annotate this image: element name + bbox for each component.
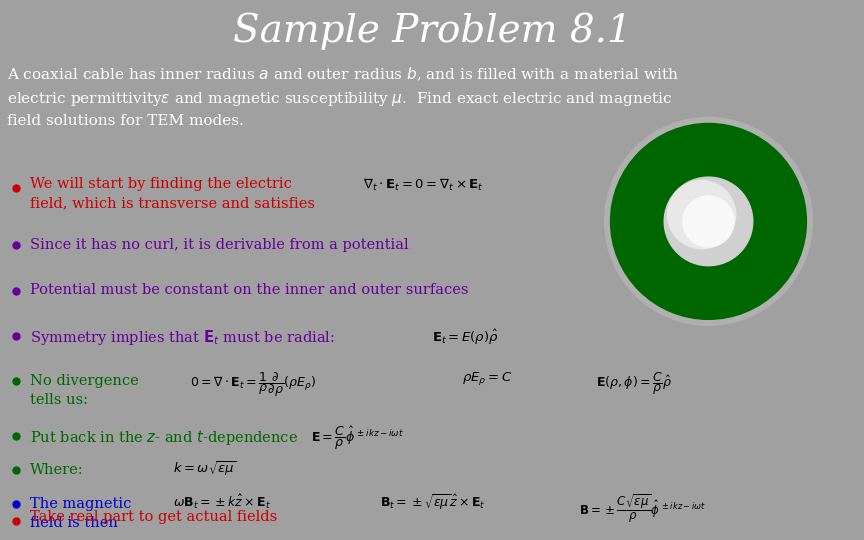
Circle shape [683,196,734,247]
Text: Take real part to get actual fields: Take real part to get actual fields [30,510,277,524]
Text: Sample Problem 8.1: Sample Problem 8.1 [232,12,632,50]
Text: A coaxial cable has inner radius $a$ and outer radius $b$, and is filled with a : A coaxial cable has inner radius $a$ and… [7,65,679,127]
Text: $\rho E_\rho = C$: $\rho E_\rho = C$ [462,370,512,387]
Text: $0 = \nabla \cdot \mathbf{E}_t = \dfrac{1}{\rho}\dfrac{\partial}{\partial\rho}(\: $0 = \nabla \cdot \mathbf{E}_t = \dfrac{… [190,370,316,399]
Text: $k = \omega\sqrt{\varepsilon\mu}$: $k = \omega\sqrt{\varepsilon\mu}$ [173,459,237,477]
Text: Put back in the $z$- and $t$-dependence: Put back in the $z$- and $t$-dependence [30,429,298,448]
Text: Since it has no curl, it is derivable from a potential: Since it has no curl, it is derivable fr… [30,238,409,252]
Text: Symmetry implies that $\mathbf{E}_t$ must be radial:: Symmetry implies that $\mathbf{E}_t$ mus… [30,328,335,347]
Circle shape [668,180,736,248]
Text: $\nabla_t \cdot \mathbf{E}_t = 0 = \nabla_t \times \mathbf{E}_t$: $\nabla_t \cdot \mathbf{E}_t = 0 = \nabl… [363,177,484,193]
Text: $\mathbf{E}_t = E(\rho)\hat{\rho}$: $\mathbf{E}_t = E(\rho)\hat{\rho}$ [432,328,499,347]
Circle shape [611,124,806,319]
Circle shape [664,177,753,266]
Text: Where:: Where: [30,462,84,476]
Text: $\mathbf{E}(\rho,\phi) = \dfrac{C}{\rho}\hat{\rho}$: $\mathbf{E}(\rho,\phi) = \dfrac{C}{\rho}… [596,370,672,397]
Text: $\mathbf{B}_t = \pm\sqrt{\varepsilon\mu}\hat{z}\times\mathbf{E}_t$: $\mathbf{B}_t = \pm\sqrt{\varepsilon\mu}… [380,492,486,512]
Text: $\mathbf{B} = \pm\dfrac{C\sqrt{\varepsilon\mu}}{\rho}\hat{\phi}^{\,\pm ikz - i\o: $\mathbf{B} = \pm\dfrac{C\sqrt{\varepsil… [579,492,706,525]
Text: We will start by finding the electric
field, which is transverse and satisfies: We will start by finding the electric fi… [30,177,315,211]
Circle shape [605,118,812,325]
Text: No divergence
tells us:: No divergence tells us: [30,374,139,407]
Text: $\mathbf{E} = \dfrac{C}{\rho}\hat{\phi}^{\,\pm ikz - i\omega t}$: $\mathbf{E} = \dfrac{C}{\rho}\hat{\phi}^… [311,424,404,452]
Text: Potential must be constant on the inner and outer surfaces: Potential must be constant on the inner … [30,283,469,297]
Text: $\omega\mathbf{B}_t = \pm k\hat{z}\times\mathbf{E}_t$: $\omega\mathbf{B}_t = \pm k\hat{z}\times… [173,492,271,511]
Text: The magnetic
field is then: The magnetic field is then [30,497,131,530]
